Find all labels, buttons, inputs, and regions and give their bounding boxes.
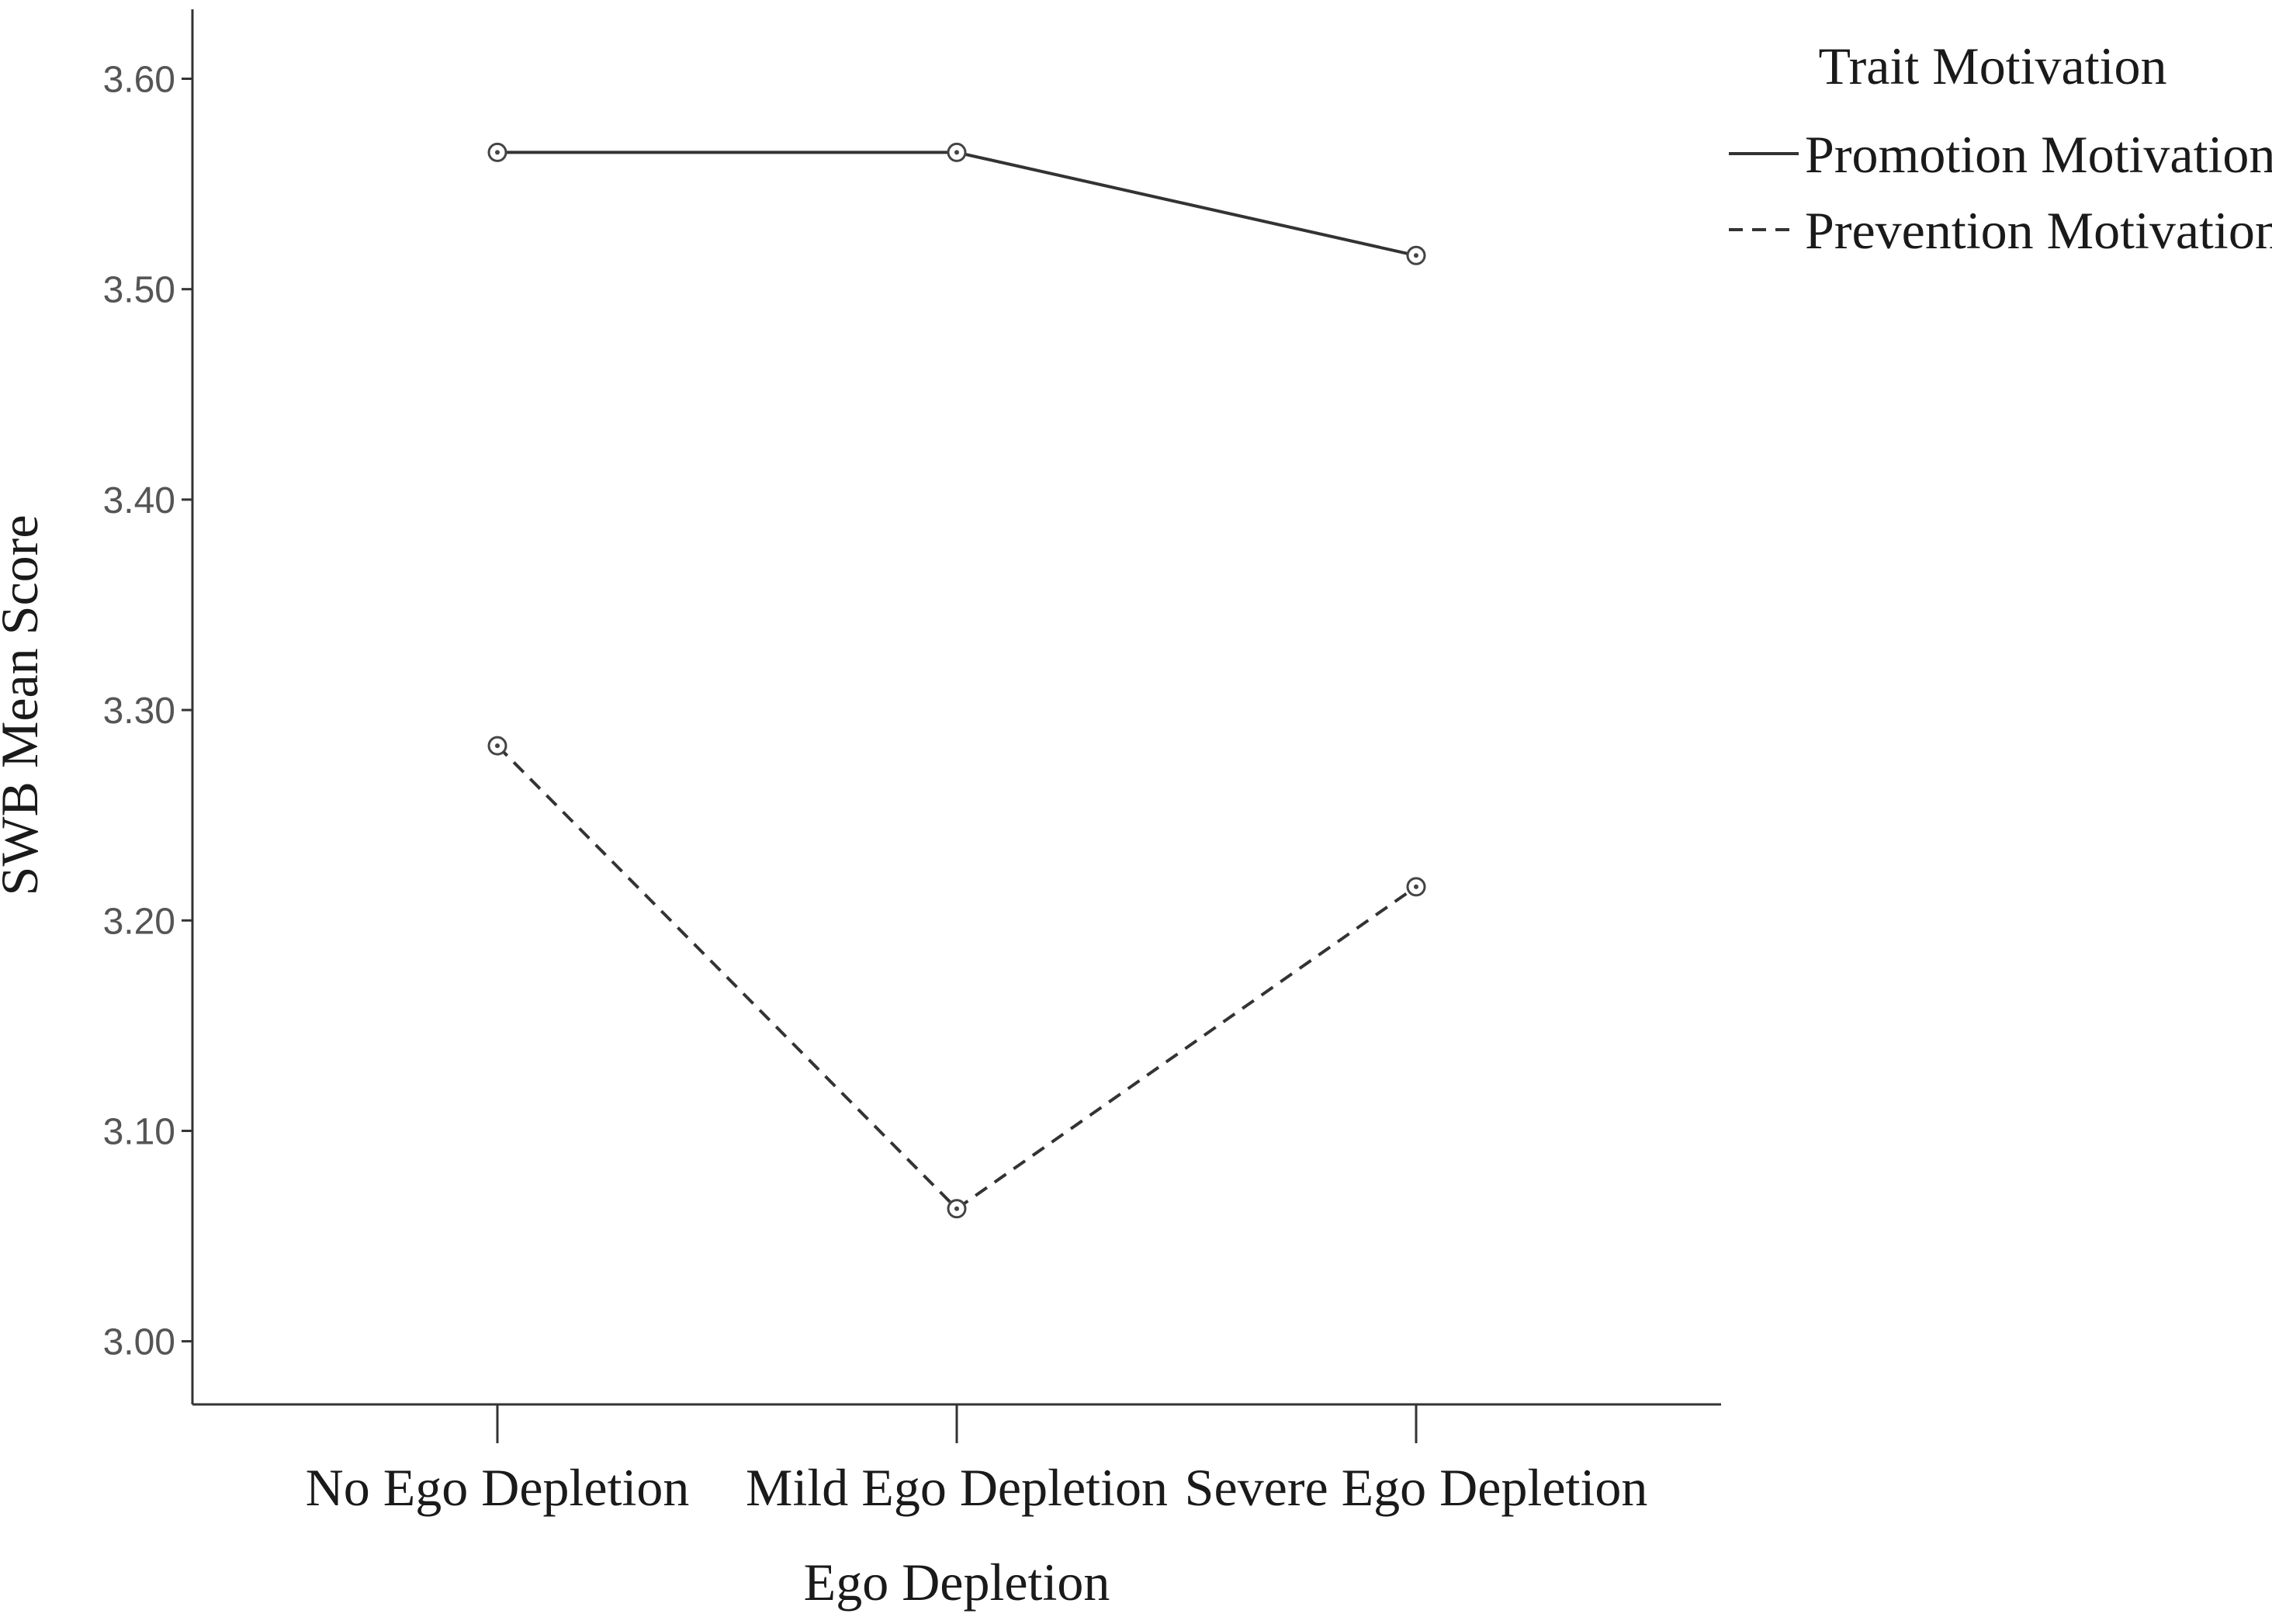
- series-line-prevention-motivation: [496, 744, 1418, 1210]
- y-tick-label: 3.20: [103, 901, 175, 942]
- y-tick-label: 3.60: [103, 59, 175, 100]
- legend-label-promotion-motivation: Promotion Motivation: [1805, 125, 2272, 184]
- x-tick-label: Mild Ego Depletion: [746, 1458, 1168, 1517]
- y-tick-label: 3.50: [103, 270, 175, 311]
- legend-label-prevention-motivation: Prevention Motivation: [1805, 201, 2272, 260]
- data-point-center-promotion-motivation: [954, 150, 959, 155]
- y-tick-label: 3.40: [103, 480, 175, 521]
- y-tick-label: 3.10: [103, 1111, 175, 1152]
- series-line-promotion-motivation: [497, 151, 1417, 258]
- y-tick-label: 3.30: [103, 691, 175, 732]
- series-layer: [487, 142, 1426, 1219]
- x-axis-title: Ego Depletion: [804, 1553, 1110, 1612]
- y-ticks: 3.00 3.10 3.20 3.30 3.40 3.50 3.60: [103, 59, 192, 1363]
- legend-title: Trait Motivation: [1819, 36, 2167, 95]
- data-point-center-prevention-motivation: [954, 1206, 959, 1211]
- x-tick-label: No Ego Depletion: [306, 1458, 690, 1517]
- axes: [191, 9, 1721, 1406]
- x-tick-label: Severe Ego Depletion: [1185, 1458, 1648, 1517]
- y-axis-title: SWB Mean Score: [0, 514, 49, 895]
- data-point-center-prevention-motivation: [1414, 884, 1418, 889]
- data-point-center-prevention-motivation: [495, 743, 500, 749]
- legend: Trait Motivation Promotion Motivation Pr…: [1729, 36, 2272, 260]
- data-point-center-promotion-motivation: [495, 150, 500, 155]
- data-point-center-promotion-motivation: [1414, 253, 1418, 258]
- y-tick-label: 3.00: [103, 1322, 175, 1363]
- x-ticks: No Ego Depletion Mild Ego Depletion Severe…: [306, 1404, 1648, 1517]
